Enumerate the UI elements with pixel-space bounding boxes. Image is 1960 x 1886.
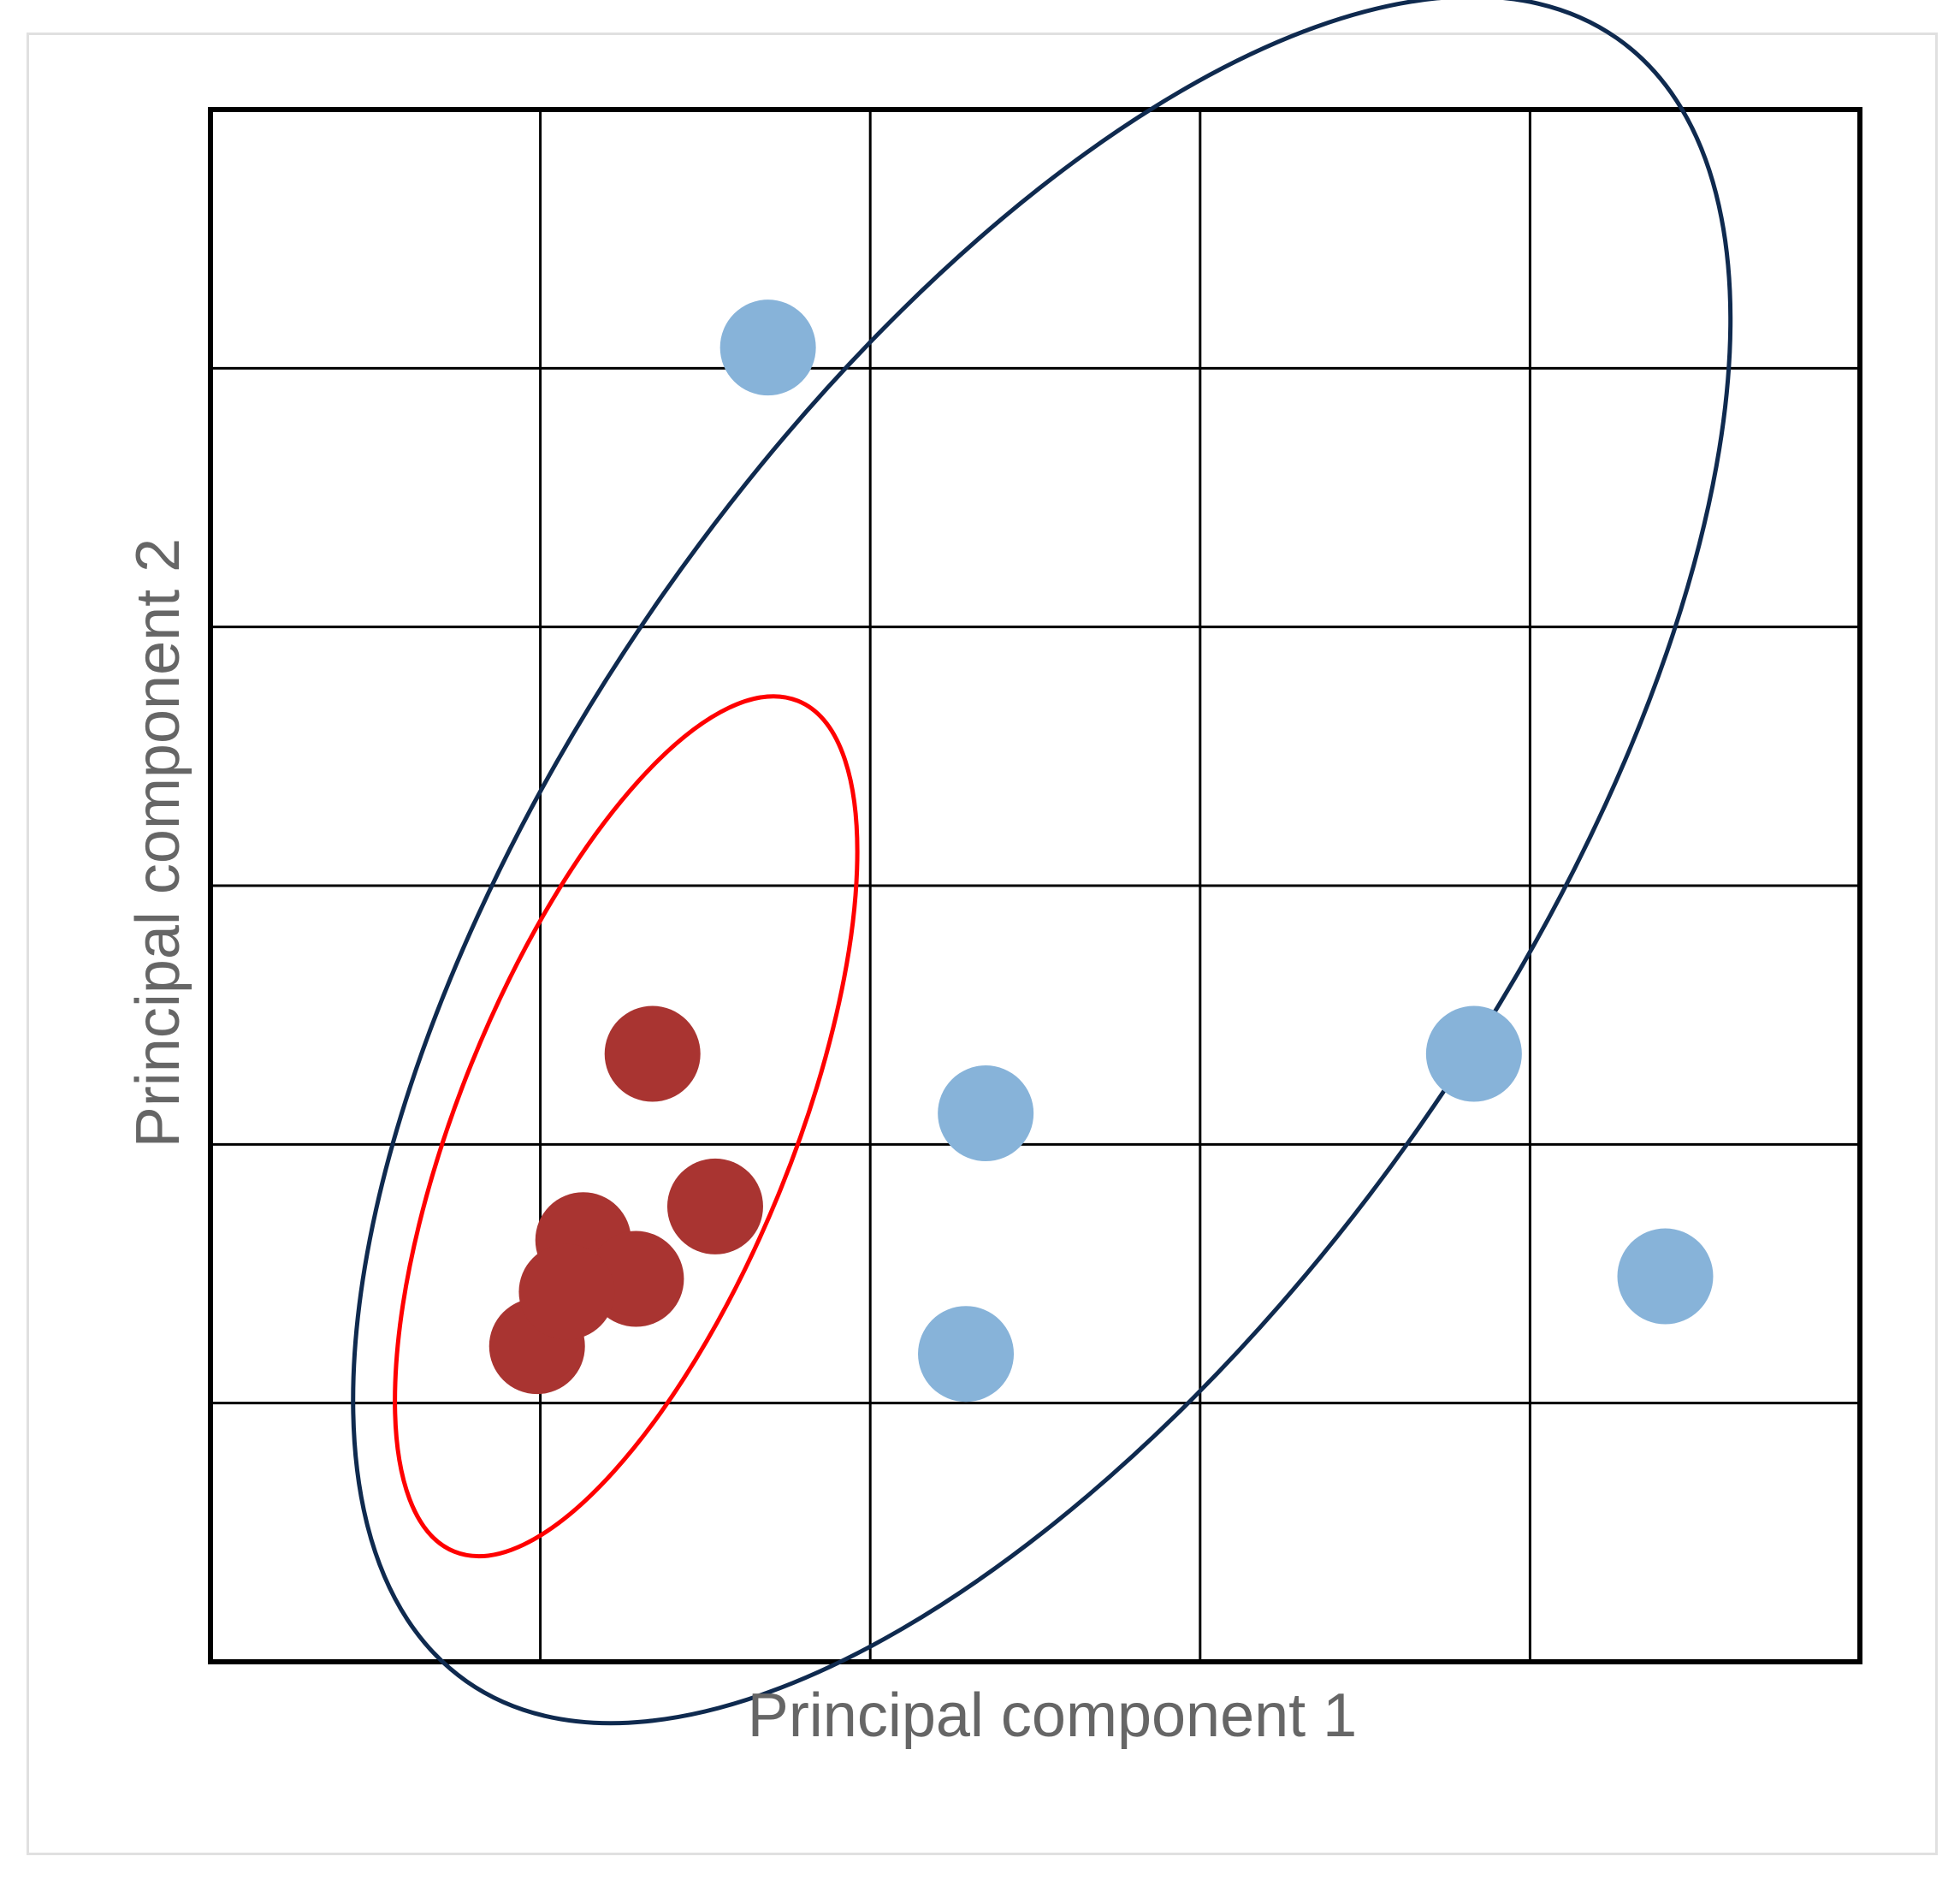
data-point-series-2 <box>1617 1228 1714 1325</box>
plot-area-border <box>208 107 1862 1664</box>
cluster-ellipse-1 <box>393 694 860 1559</box>
data-point-series-2 <box>1425 1005 1522 1102</box>
cluster-ellipse-2 <box>351 0 1733 1726</box>
data-point-series-1 <box>666 1158 763 1254</box>
data-point-series-1 <box>518 1243 615 1340</box>
x-axis-label: Principal component 1 <box>748 1681 1357 1750</box>
grid <box>210 110 1860 1662</box>
data-points <box>489 300 1714 1403</box>
data-point-series-2 <box>719 300 816 396</box>
data-point-series-2 <box>918 1306 1015 1403</box>
data-point-series-2 <box>938 1065 1034 1162</box>
cluster-ellipses <box>351 0 1733 1726</box>
data-point-series-1 <box>604 1005 701 1102</box>
y-axis-label: Principal component 2 <box>124 538 192 1148</box>
chart-frame <box>27 33 1938 1855</box>
